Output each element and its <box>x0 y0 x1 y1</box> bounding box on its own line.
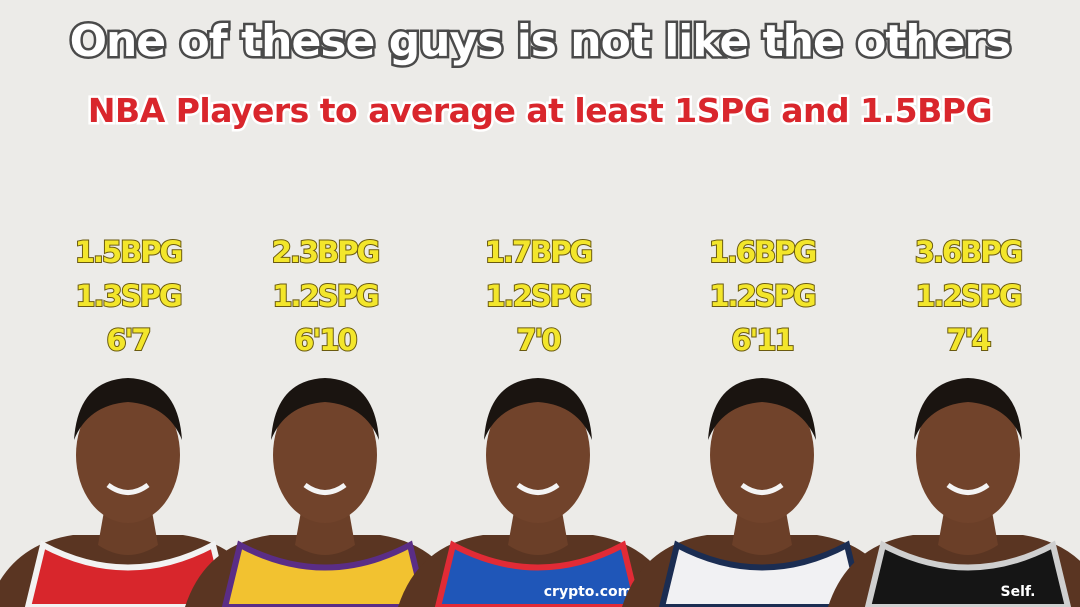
smile <box>303 482 347 495</box>
player-stat: 1.6BPG <box>709 235 816 269</box>
hair <box>484 378 592 440</box>
subtitle: NBA Players to average at least 1SPG and… <box>88 91 992 130</box>
head <box>710 387 814 523</box>
smile <box>740 482 784 495</box>
player-stat: 1.7BPG <box>485 235 592 269</box>
player-stat: 7'4 <box>946 323 990 357</box>
player-stat: 1.2SPG <box>272 279 378 313</box>
player-stat: 1.2SPG <box>915 279 1021 313</box>
jersey-text: Self. <box>1000 584 1035 600</box>
player-stat: 1.2SPG <box>485 279 591 313</box>
player-stat: 2.3BPG <box>272 235 379 269</box>
player-stat: 6'10 <box>294 323 356 357</box>
hair <box>74 378 182 440</box>
head <box>486 387 590 523</box>
jersey <box>24 540 232 607</box>
jersey <box>864 540 1072 607</box>
player-stat: 1.2SPG <box>709 279 815 313</box>
hair <box>914 378 1022 440</box>
player-stat: 1.3SPG <box>75 279 181 313</box>
player-stat: 3.6BPG <box>915 235 1022 269</box>
jersey <box>658 540 866 607</box>
player-stat: 6'11 <box>731 323 793 357</box>
jersey-text: crypto.com <box>544 584 632 600</box>
jersey <box>434 540 642 607</box>
hair <box>708 378 816 440</box>
head <box>916 387 1020 523</box>
player-stat: 6'7 <box>106 323 149 357</box>
player-stat: 1.5BPG <box>75 235 182 269</box>
smile <box>106 482 150 495</box>
jersey <box>221 540 429 607</box>
title: One of these guys is not like the others <box>70 16 1011 67</box>
head <box>273 387 377 523</box>
smile <box>516 482 560 495</box>
player-stat: 7'0 <box>516 323 560 357</box>
hair <box>271 378 379 440</box>
smile <box>946 482 990 495</box>
head <box>76 387 180 523</box>
